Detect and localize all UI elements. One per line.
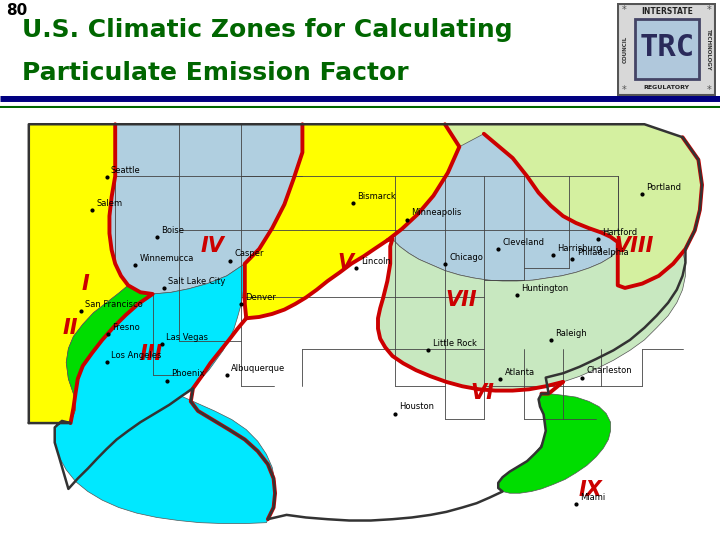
Polygon shape	[378, 239, 685, 390]
Bar	[635, 19, 698, 79]
Text: Albuquerque: Albuquerque	[231, 364, 285, 373]
Polygon shape	[245, 124, 459, 318]
Text: VIII: VIII	[614, 235, 653, 255]
Text: VI: VI	[470, 383, 495, 403]
Text: Atlanta: Atlanta	[505, 368, 535, 377]
Text: Raleigh: Raleigh	[555, 329, 587, 338]
Text: Los Angeles: Los Angeles	[111, 352, 161, 360]
Polygon shape	[29, 124, 115, 414]
Text: Huntington: Huntington	[521, 284, 569, 293]
Text: Denver: Denver	[246, 293, 276, 302]
Text: Salem: Salem	[96, 199, 122, 208]
Text: Bismarck: Bismarck	[357, 192, 396, 201]
Polygon shape	[55, 264, 275, 524]
Text: Phoenix: Phoenix	[171, 369, 205, 379]
Text: Portland: Portland	[647, 183, 682, 192]
Text: Seattle: Seattle	[111, 166, 140, 175]
Text: Lincoln: Lincoln	[361, 257, 390, 266]
Text: *: *	[707, 85, 712, 94]
Text: Salt Lake City: Salt Lake City	[168, 277, 226, 286]
Text: Particulate Emission Factor: Particulate Emission Factor	[22, 61, 408, 85]
Text: IV: IV	[200, 235, 225, 255]
Text: TRC: TRC	[639, 33, 694, 62]
Text: Chicago: Chicago	[449, 253, 483, 261]
Text: REGULATORY: REGULATORY	[644, 85, 690, 90]
Text: Little Rock: Little Rock	[433, 339, 477, 348]
Text: *: *	[621, 85, 626, 94]
Text: *: *	[621, 5, 626, 15]
Polygon shape	[66, 285, 153, 394]
Text: COUNCIL: COUNCIL	[623, 36, 628, 63]
Polygon shape	[29, 124, 115, 414]
Text: TECHNOLOGY: TECHNOLOGY	[706, 29, 711, 71]
Text: Harrisburg: Harrisburg	[557, 244, 602, 253]
Text: Hartford: Hartford	[602, 228, 637, 237]
Text: VII: VII	[445, 289, 477, 309]
Text: INTERSTATE: INTERSTATE	[641, 7, 693, 16]
Text: Houston: Houston	[399, 402, 434, 411]
Polygon shape	[387, 124, 618, 281]
Text: U.S. Climatic Zones for Calculating: U.S. Climatic Zones for Calculating	[22, 18, 512, 42]
Polygon shape	[445, 124, 702, 288]
Text: Philadelphia: Philadelphia	[577, 248, 629, 257]
Text: Winnemucca: Winnemucca	[140, 254, 194, 263]
Text: III: III	[140, 344, 163, 364]
Text: Minneapolis: Minneapolis	[411, 208, 462, 218]
Polygon shape	[29, 124, 128, 423]
Text: Fresno: Fresno	[112, 323, 140, 332]
Text: San Francisco: San Francisco	[85, 300, 143, 309]
Polygon shape	[498, 394, 611, 493]
Text: Charleston: Charleston	[586, 367, 631, 375]
Polygon shape	[109, 124, 302, 294]
Text: I: I	[81, 274, 89, 294]
Text: Cleveland: Cleveland	[503, 238, 544, 247]
Text: IX: IX	[578, 480, 603, 500]
Text: Miami: Miami	[580, 494, 606, 502]
Text: V: V	[338, 253, 354, 273]
Text: *: *	[707, 5, 712, 15]
Text: II: II	[63, 318, 78, 338]
Text: Las Vegas: Las Vegas	[166, 333, 208, 342]
Text: Casper: Casper	[235, 249, 264, 259]
Text: 80: 80	[6, 3, 27, 18]
Text: Boise: Boise	[161, 226, 184, 235]
